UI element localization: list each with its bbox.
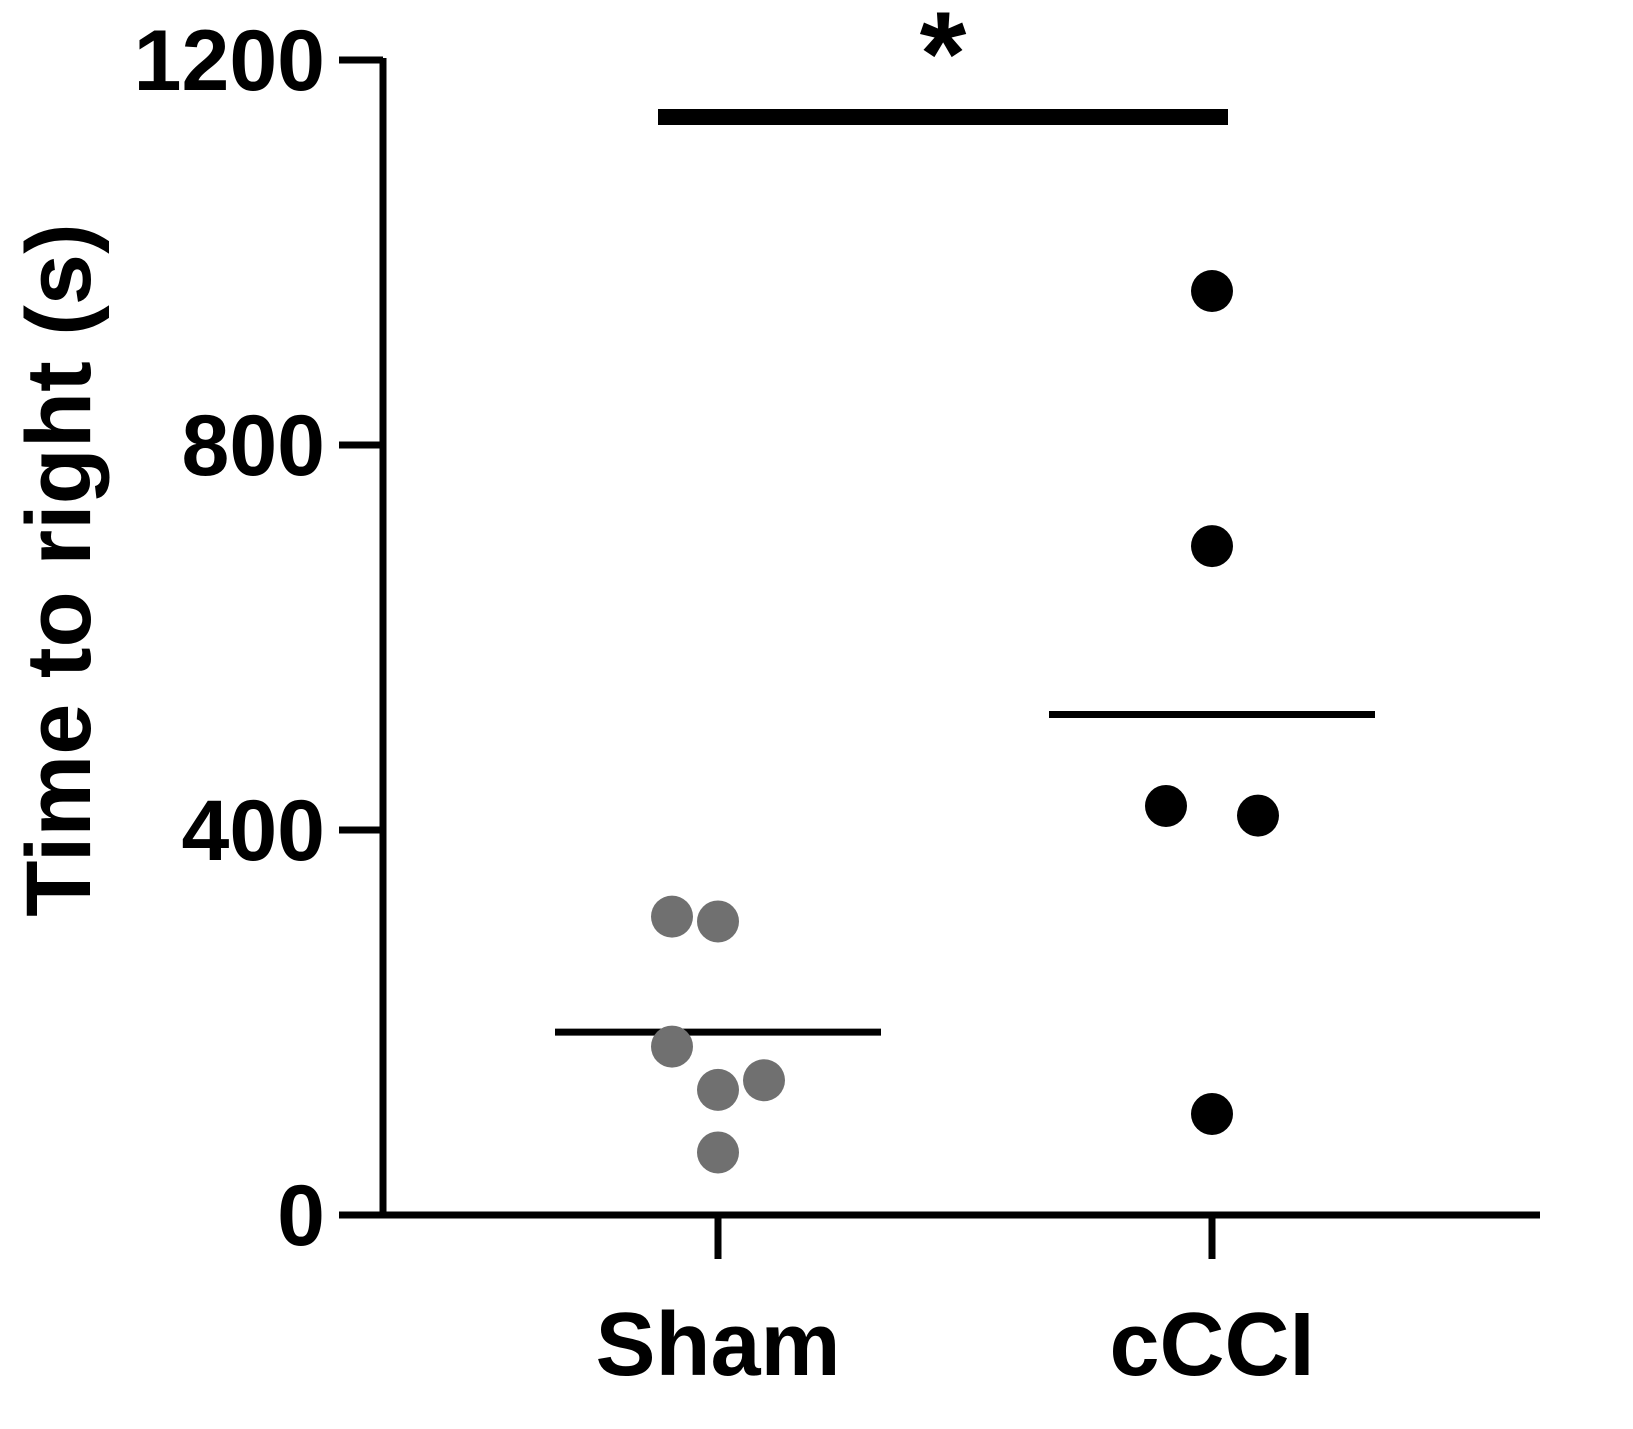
significance-star: *: [920, 0, 967, 121]
significance-bracket: *: [658, 0, 1228, 125]
data-point: [1191, 1092, 1233, 1135]
data-point: [697, 1131, 739, 1174]
data-point: [1191, 270, 1233, 312]
y-tick-label: 800: [182, 398, 326, 494]
y-tick-label: 0: [277, 1168, 325, 1264]
data-points: [651, 270, 1279, 1174]
y-axis-title: Time to right (s): [8, 223, 110, 916]
mean-lines: [555, 711, 1375, 1036]
data-point: [743, 1059, 785, 1102]
data-point: [697, 1068, 739, 1111]
data-point: [651, 1025, 693, 1068]
x-axis: Sham cCCI: [339, 1211, 1540, 1395]
data-point: [697, 900, 739, 943]
y-tick-label: 1200: [134, 13, 325, 109]
data-point: [1191, 525, 1233, 568]
data-point: [1237, 794, 1279, 837]
data-point: [1145, 784, 1187, 827]
data-point: [651, 895, 693, 938]
x-tick-label: cCCI: [1109, 1295, 1314, 1395]
y-axis: 0 400 800 1200: [134, 13, 387, 1264]
x-tick-label: Sham: [595, 1295, 840, 1395]
y-tick-label: 400: [182, 783, 326, 879]
